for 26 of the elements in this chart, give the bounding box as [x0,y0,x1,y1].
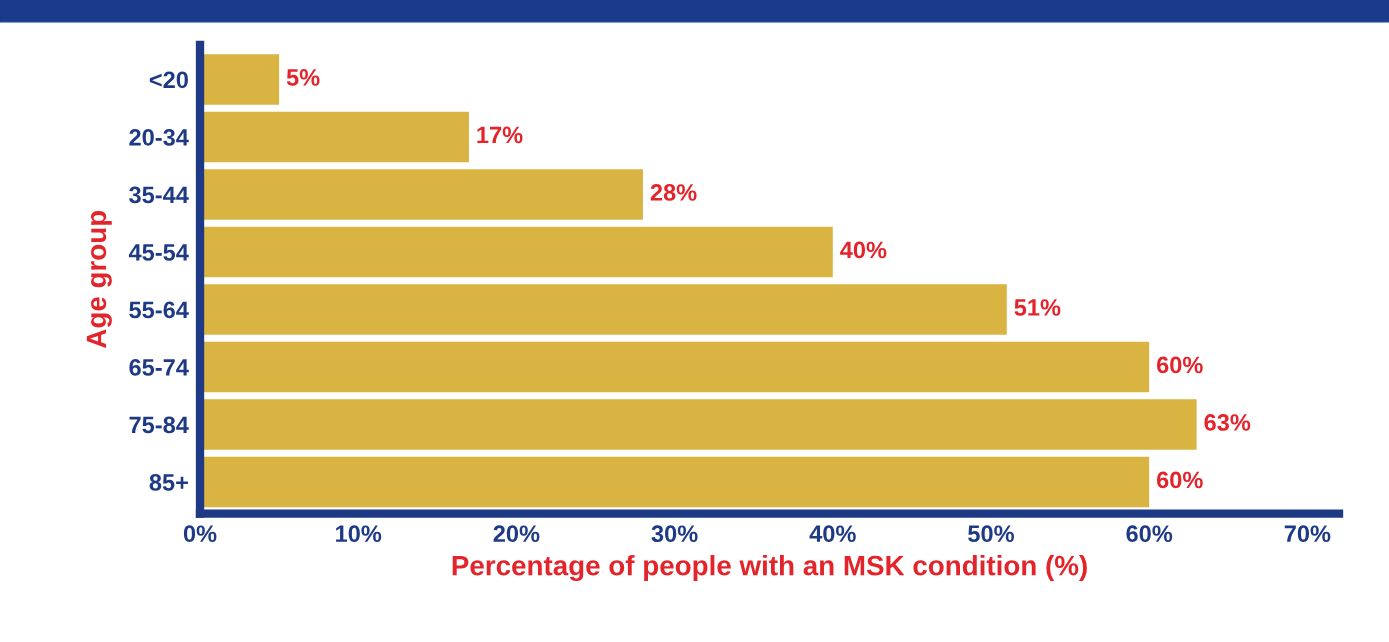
data-label: 40% [840,241,887,259]
y-tick-label: 65-74 [129,359,189,376]
x-axis-title: Percentage of people with an MSK condition (%) [452,555,1087,582]
data-label: 17% [477,126,523,144]
y-tick-label: 45-54 [128,244,189,261]
y-tick-label: 55-64 [129,301,189,319]
y-axis-title: Age group [86,210,112,349]
data-label: 63% [1204,414,1251,431]
x-tick-label: 20% [493,525,540,543]
data-label: 60% [1156,471,1203,489]
y-tick-label: 75-84 [129,416,189,434]
y-tick-label: <20 [149,71,188,89]
x-tick-label: 60% [1126,525,1173,543]
x-tick-label: 10% [336,525,382,543]
x-tick-label: 30% [651,525,698,543]
y-tick-label: 35-44 [129,186,189,204]
x-tick-label: 70% [1284,525,1331,543]
x-tick-label: 50% [968,525,1014,543]
y-tick-label: 85+ [149,474,188,491]
data-label: 5% [286,69,320,86]
data-label: 51% [1014,299,1061,316]
y-tick-label: 20-34 [129,129,189,146]
data-label: 28% [650,184,697,201]
x-tick-label: 40% [809,525,856,543]
data-label: 60% [1156,356,1203,374]
x-tick-label: 0% [183,525,217,543]
